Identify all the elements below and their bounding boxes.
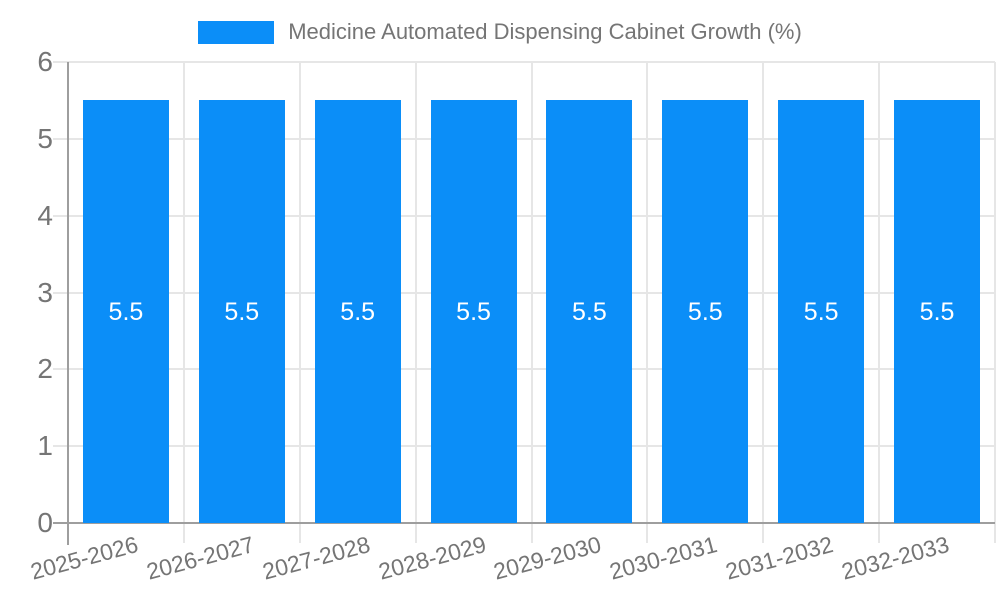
bar[interactable] (198, 100, 285, 523)
bar[interactable] (662, 100, 749, 523)
v-gridline (878, 62, 881, 543)
bar-value-label: 5.5 (108, 297, 144, 326)
x-tick-label: 2030-2031 (607, 531, 721, 585)
bar[interactable] (82, 100, 169, 523)
bar-value-label: 5.5 (456, 297, 491, 326)
bar[interactable] (546, 100, 633, 523)
h-gridline (53, 291, 995, 294)
h-gridline (53, 368, 995, 371)
y-tick-label: 2 (37, 353, 53, 385)
bar[interactable] (778, 100, 865, 523)
x-tick-label: 2031-2032 (722, 531, 836, 585)
y-tick-label: 6 (37, 46, 53, 77)
v-gridline (182, 62, 185, 543)
bar-value-label: 5.5 (687, 297, 723, 326)
bar[interactable] (314, 100, 401, 523)
legend-label: Medicine Automated Dispensing Cabinet Gr… (288, 19, 802, 44)
h-gridline (53, 137, 995, 140)
legend-swatch (198, 20, 275, 44)
bar[interactable] (430, 100, 517, 523)
bar-value-label: 5.5 (919, 297, 955, 326)
x-tick-label: 2029-2030 (491, 531, 605, 585)
v-gridline (414, 62, 417, 543)
x-tick-label: 2027-2028 (259, 531, 373, 585)
v-gridline (298, 62, 301, 543)
y-tick-label: 5 (37, 122, 53, 154)
v-gridline (646, 62, 649, 543)
y-tick-label: 0 (37, 507, 53, 538)
bar-value-label: 5.5 (803, 297, 839, 326)
bar[interactable] (894, 100, 981, 523)
x-tick-label: 2028-2029 (375, 531, 489, 585)
x-tick-label: 2026-2027 (143, 531, 257, 585)
v-gridline (530, 62, 533, 543)
bar-value-label: 5.5 (340, 297, 376, 326)
h-gridline (53, 445, 995, 448)
bar-value-label: 5.5 (224, 297, 260, 326)
y-tick-label: 4 (37, 199, 53, 231)
x-tick-label: 2032-2033 (838, 531, 952, 585)
v-gridline (762, 62, 765, 543)
v-gridline (994, 62, 996, 543)
bar-value-label: 5.5 (572, 297, 607, 326)
legend[interactable]: Medicine Automated Dispensing Cabinet Gr… (0, 14, 1000, 50)
x-axis-line (53, 522, 995, 524)
y-axis-line (67, 62, 69, 545)
x-tick-label: 2025-2026 (27, 531, 141, 585)
y-tick-label: 1 (37, 430, 53, 462)
h-gridline (53, 61, 995, 63)
y-tick-label: 3 (37, 276, 53, 308)
h-gridline (53, 214, 995, 217)
